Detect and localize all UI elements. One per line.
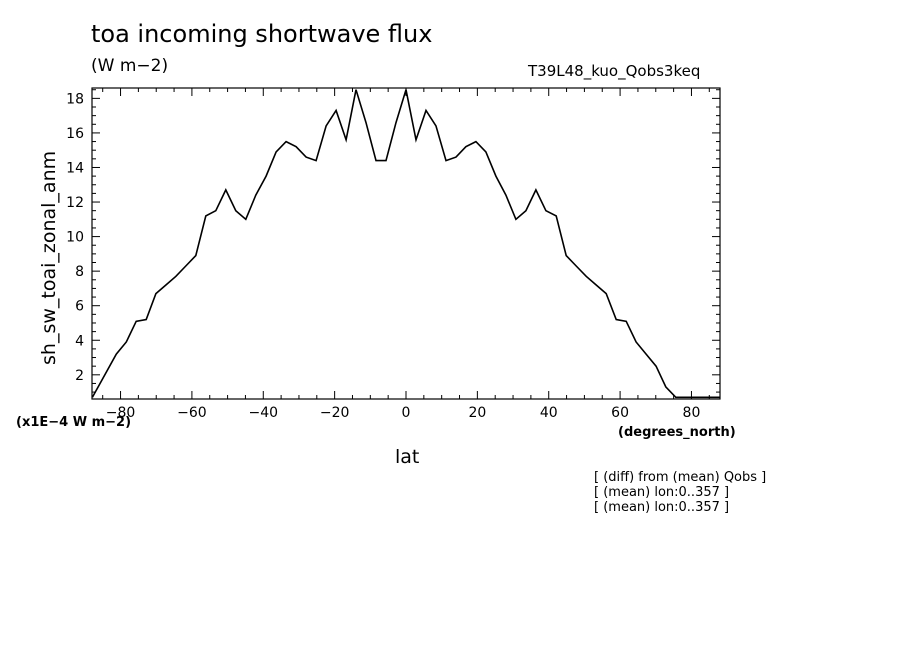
y-tick-label: 6: [75, 299, 84, 315]
y-tick-label: 10: [66, 230, 84, 246]
x-tick-label: 0: [402, 405, 411, 421]
y-tick-label: 2: [75, 368, 84, 384]
x-tick-label: −80: [106, 405, 136, 421]
chart-units: (W m−2): [91, 56, 169, 76]
y-tick-label: 4: [75, 333, 84, 349]
plot-frame: [91, 87, 721, 400]
y-tick-label: 16: [66, 126, 84, 142]
y-tick-label: 18: [66, 91, 84, 107]
x-tick-label: 20: [468, 405, 486, 421]
run-label: T39L48_kuo_Qobs3keq: [528, 62, 701, 80]
series-group: [91, 89, 720, 399]
scale-note: (x1E−4 W m−2): [16, 415, 132, 430]
x-tick-label: 80: [683, 405, 701, 421]
note-line: [ (diff) from (mean) Qobs ]: [594, 470, 767, 485]
x-tick-label: −60: [177, 405, 207, 421]
notes-block: [ (diff) from (mean) Qobs ] [ (mean) lon…: [594, 470, 766, 515]
x-units-label: (degrees_north): [618, 425, 736, 440]
x-tick-label: 40: [540, 405, 558, 421]
note-line: [ (mean) lon:0..357 ]: [594, 485, 730, 500]
chart-title: toa incoming shortwave flux: [91, 20, 433, 48]
y-tick-label: 14: [66, 160, 84, 176]
y-tick-label: 12: [66, 195, 84, 211]
tick-labels: −80 −60 −40 −20 0 20 40 60 80 2 4 6 8 10 12 14 16 18: [66, 91, 700, 421]
note-line: [ (mean) lon:0..357 ]: [594, 500, 730, 515]
series-line: [91, 89, 720, 399]
x-tick-label: −20: [320, 405, 350, 421]
x-axis-label: lat: [395, 446, 420, 468]
y-tick-label: 8: [75, 264, 84, 280]
x-tick-label: 60: [611, 405, 629, 421]
tick-marks: [92, 88, 720, 399]
x-tick-label: −40: [248, 405, 278, 421]
